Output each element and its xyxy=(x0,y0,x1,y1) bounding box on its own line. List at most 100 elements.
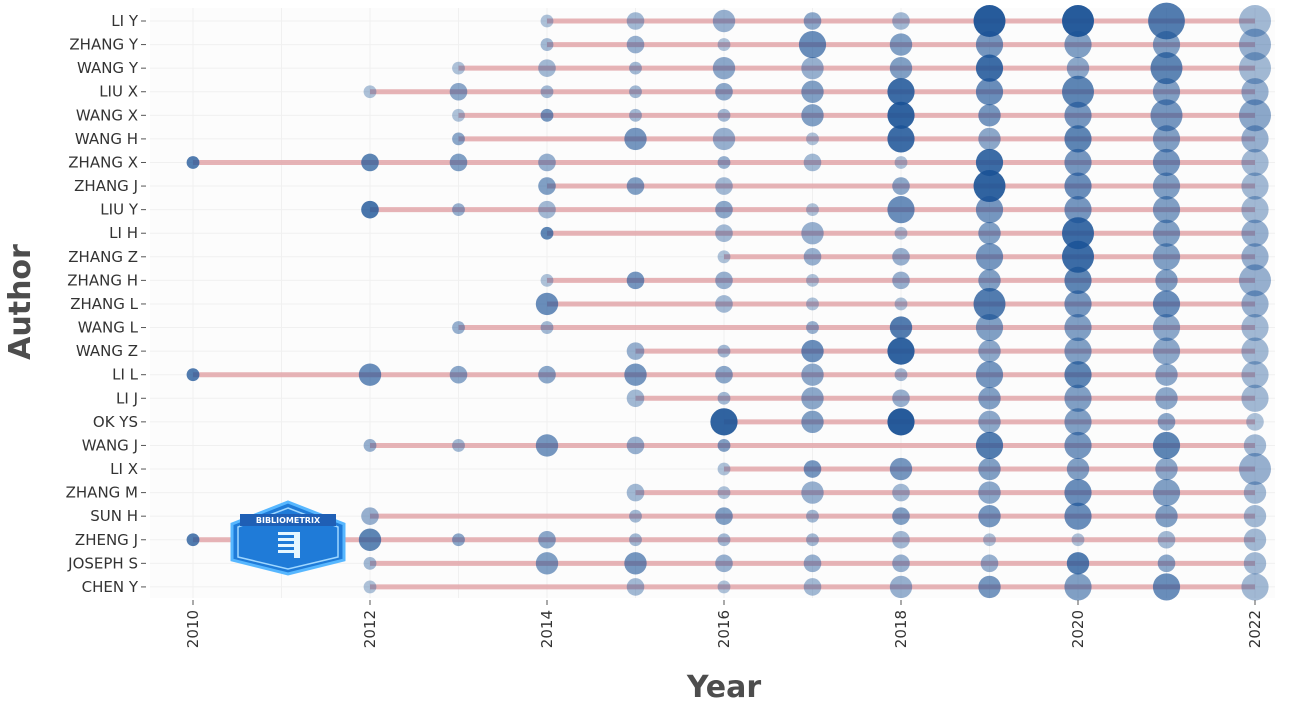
bubble-point xyxy=(717,250,731,264)
bubble-point xyxy=(1241,125,1269,153)
bubble-point xyxy=(892,483,910,502)
bubble-point xyxy=(983,533,996,547)
y-tick-label: LI X xyxy=(110,460,138,478)
bubble-point xyxy=(538,59,556,77)
bubble-point xyxy=(1066,457,1090,481)
bubble-point xyxy=(1152,148,1181,177)
bubble-point xyxy=(452,203,465,217)
bubble-point xyxy=(1064,479,1092,507)
bubble-point xyxy=(1152,219,1181,247)
bubble-point xyxy=(803,12,822,30)
bubble-point xyxy=(1064,196,1092,224)
bubble-point xyxy=(1062,5,1094,37)
bubble-point xyxy=(540,108,554,122)
bubble-point xyxy=(1064,431,1092,460)
bubble-point xyxy=(449,82,468,101)
bubble-point xyxy=(801,339,824,363)
bubble-point xyxy=(715,365,733,384)
bubble-point xyxy=(887,196,915,224)
x-axis-title: Year xyxy=(686,670,762,705)
bubble-point xyxy=(1155,363,1178,386)
bubble-point xyxy=(892,554,910,573)
y-axis-title: Author xyxy=(3,244,38,360)
bubble-point xyxy=(449,365,468,384)
bubble-point xyxy=(1152,196,1181,224)
bubble-point xyxy=(538,530,556,549)
bubble-point xyxy=(1064,313,1092,342)
bubble-point xyxy=(1064,337,1092,365)
bubble-point xyxy=(975,431,1004,460)
bubble-point xyxy=(1152,125,1181,153)
bubble-point xyxy=(715,295,733,313)
bubble-point xyxy=(717,462,731,476)
bubble-point xyxy=(1064,384,1092,412)
bubble-point xyxy=(1152,337,1181,365)
bubble-point xyxy=(801,104,824,127)
bubble-point xyxy=(452,132,465,146)
bubble-point xyxy=(540,85,554,99)
bubble-point xyxy=(978,127,1001,151)
bubble-point xyxy=(717,108,731,122)
bubble-point xyxy=(892,530,910,549)
bubble-point xyxy=(978,410,1001,434)
bubble-point xyxy=(538,200,556,219)
bubble-point xyxy=(806,297,819,311)
bubble-point xyxy=(889,33,913,56)
bubble-point xyxy=(626,483,645,502)
y-tick-label: ZHANG M xyxy=(66,484,138,502)
bubble-point xyxy=(717,156,731,169)
bubble-point xyxy=(1155,387,1178,410)
bubble-point xyxy=(540,226,554,240)
y-tick-label: ZHENG J xyxy=(75,531,138,549)
bubble-point xyxy=(363,439,377,452)
y-tick-label: LI H xyxy=(109,224,138,242)
bubble-point xyxy=(1064,266,1092,294)
bubble-point xyxy=(1064,361,1092,389)
bubble-point xyxy=(1239,99,1271,132)
bubble-point xyxy=(538,365,556,384)
bubble-point xyxy=(540,14,554,28)
bubble-point xyxy=(1246,413,1264,431)
bubble-point xyxy=(186,533,200,547)
y-tick-label: OK YS xyxy=(93,413,138,431)
logo-emblem xyxy=(278,532,300,558)
bubble-point xyxy=(1155,269,1178,292)
bubble-point xyxy=(801,387,824,410)
bubble-point xyxy=(1064,290,1092,318)
bubble-point xyxy=(1243,528,1267,551)
bubble-point xyxy=(975,54,1004,82)
bubble-point xyxy=(1239,28,1271,61)
y-tick-label: SUN H xyxy=(90,507,138,525)
x-tick-label: 2012 xyxy=(361,610,379,648)
bubble-point xyxy=(710,408,738,436)
bubble-point xyxy=(978,339,1001,363)
bubble-point xyxy=(801,363,824,386)
bubble-point xyxy=(717,580,731,594)
bubble-point xyxy=(806,509,819,523)
bubble-point xyxy=(975,78,1004,106)
y-tick-label: ZHANG L xyxy=(70,295,138,313)
bubble-point xyxy=(1062,217,1094,250)
logo-text: BIBLIOMETRIX xyxy=(256,516,321,525)
bubble-point xyxy=(801,481,824,504)
bubble-point xyxy=(1148,2,1185,40)
bubble-point xyxy=(1241,290,1269,318)
bubble-point xyxy=(803,153,822,172)
bubble-point xyxy=(798,30,827,59)
bubble-point xyxy=(806,203,819,217)
bubble-point xyxy=(1152,30,1181,59)
bubble-point xyxy=(629,85,642,99)
bubble-point xyxy=(801,222,824,245)
bubble-point xyxy=(1152,479,1181,507)
bubble-point xyxy=(535,292,559,316)
bubble-point xyxy=(1241,196,1269,224)
bubble-point xyxy=(1239,5,1271,37)
bubble-point xyxy=(975,196,1004,224)
y-tick-label: WANG J xyxy=(82,436,138,454)
bubble-point xyxy=(538,153,556,172)
bubble-point xyxy=(1064,125,1092,153)
bubble-point xyxy=(889,457,913,481)
bubble-point xyxy=(624,552,647,575)
bubble-point xyxy=(1239,453,1271,486)
